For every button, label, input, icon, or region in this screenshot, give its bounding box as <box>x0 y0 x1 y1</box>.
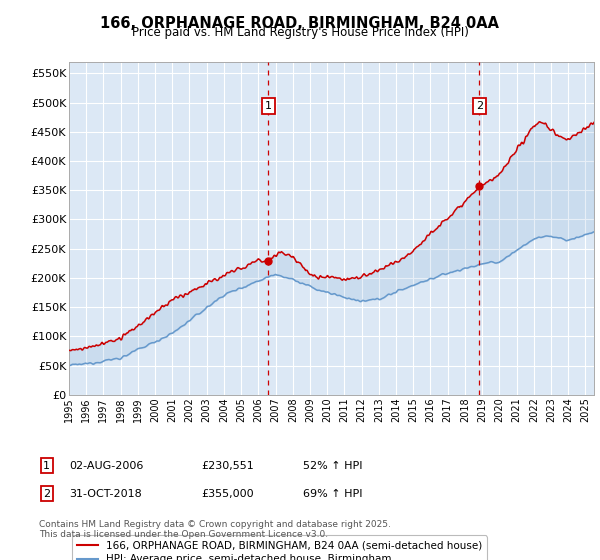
Text: 1: 1 <box>265 101 272 111</box>
Text: 2: 2 <box>476 101 483 111</box>
Text: 166, ORPHANAGE ROAD, BIRMINGHAM, B24 0AA: 166, ORPHANAGE ROAD, BIRMINGHAM, B24 0AA <box>101 16 499 31</box>
Text: 02-AUG-2006: 02-AUG-2006 <box>69 461 143 471</box>
Text: 69% ↑ HPI: 69% ↑ HPI <box>303 489 362 499</box>
Legend: 166, ORPHANAGE ROAD, BIRMINGHAM, B24 0AA (semi-detached house), HPI: Average pri: 166, ORPHANAGE ROAD, BIRMINGHAM, B24 0AA… <box>71 535 487 560</box>
Text: 1: 1 <box>43 461 50 471</box>
Text: 2: 2 <box>43 489 50 499</box>
Text: £230,551: £230,551 <box>201 461 254 471</box>
Text: Contains HM Land Registry data © Crown copyright and database right 2025.
This d: Contains HM Land Registry data © Crown c… <box>39 520 391 539</box>
Text: Price paid vs. HM Land Registry's House Price Index (HPI): Price paid vs. HM Land Registry's House … <box>131 26 469 39</box>
Text: 52% ↑ HPI: 52% ↑ HPI <box>303 461 362 471</box>
Text: 31-OCT-2018: 31-OCT-2018 <box>69 489 142 499</box>
Text: £355,000: £355,000 <box>201 489 254 499</box>
